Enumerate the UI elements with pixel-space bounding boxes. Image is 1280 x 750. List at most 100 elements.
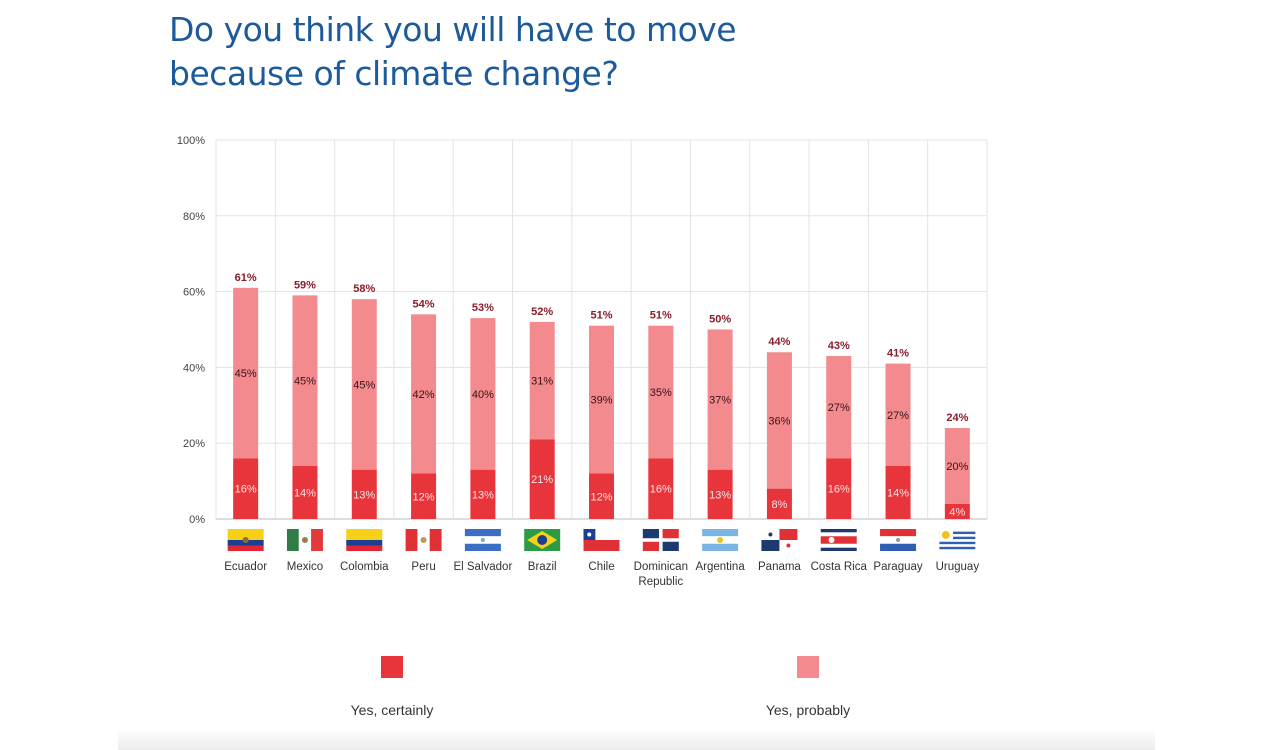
x-tick-label: Dominican (634, 561, 688, 573)
legend-item-probably: Yes, probably (728, 656, 888, 718)
probably-label: 27% (828, 402, 850, 414)
probably-label: 36% (768, 415, 790, 427)
bar-segment-probably (707, 329, 733, 470)
probably-label: 42% (413, 389, 435, 401)
certainly-label: 13% (709, 489, 731, 501)
certainly-label: 14% (294, 487, 316, 499)
total-label: 58% (353, 283, 375, 295)
probably-label: 35% (650, 387, 672, 399)
el-salvador-flag (464, 529, 501, 551)
bar-segment-probably (411, 314, 437, 474)
x-tick-label: Uruguay (936, 561, 980, 573)
bar-segment-certainly (233, 458, 259, 519)
bar-segment-probably (233, 287, 259, 459)
total-label: 41% (887, 348, 909, 360)
colombia-flag (346, 529, 383, 551)
uruguay-flag (939, 529, 976, 551)
stacked-bar-chart: 0% 20% 40% 60% 80% 100% 61% 45% 16% Ecuador 59% 45%… (177, 135, 988, 588)
total-label: 44% (768, 336, 790, 348)
certainly-label: 4% (949, 506, 965, 518)
bar-segment-certainly (826, 458, 852, 519)
bar-segment-probably (826, 356, 852, 459)
bar-segment-probably (292, 295, 318, 466)
dominican-republic-flag (642, 529, 679, 551)
total-label: 61% (235, 272, 257, 284)
ecuador-flag (227, 529, 264, 551)
paraguay-flag (880, 529, 917, 551)
costa-rica-flag (820, 529, 857, 551)
certainly-label: 16% (650, 484, 672, 496)
y-tick-label: 0% (189, 514, 205, 526)
bottom-band (118, 728, 1155, 750)
total-label: 43% (828, 340, 850, 352)
bar-segment-certainly (470, 469, 496, 519)
bar-segment-certainly (589, 473, 614, 519)
x-tick-label: Brazil (528, 561, 557, 573)
bar-segment-probably (529, 321, 555, 440)
total-label: 51% (650, 310, 672, 322)
x-tick-label: Paraguay (873, 561, 922, 573)
probably-label: 27% (887, 410, 909, 422)
bar-segment-probably (589, 325, 614, 474)
bar-segment-certainly (885, 465, 911, 519)
x-tick-label: El Salvador (453, 561, 512, 573)
peru-flag (405, 529, 442, 551)
x-tick-label: Ecuador (224, 561, 267, 573)
x-tick-label: Chile (588, 561, 614, 573)
bar-segment-probably (470, 318, 496, 470)
probably-label: 45% (294, 376, 316, 388)
argentina-flag (702, 529, 739, 551)
bar-segment-certainly (707, 469, 733, 519)
certainly-label: 13% (353, 489, 375, 501)
bar-segment-certainly (351, 469, 377, 519)
total-label: 54% (413, 298, 435, 310)
y-tick-label: 80% (183, 211, 205, 223)
certainly-label: 16% (235, 484, 257, 496)
bar-segment-certainly (529, 439, 555, 519)
certainly-label: 12% (413, 491, 435, 503)
panama-flag (761, 529, 798, 551)
certainly-label: 21% (531, 474, 553, 486)
total-label: 59% (294, 279, 316, 291)
chile-flag (583, 529, 620, 551)
probably-label: 45% (235, 368, 257, 380)
bar-segment-probably (944, 428, 970, 504)
total-label: 24% (946, 412, 968, 424)
certainly-label: 16% (828, 484, 850, 496)
certainly-label: 8% (771, 499, 787, 511)
mexico-flag (286, 529, 323, 551)
bar-segment-probably (648, 325, 674, 459)
x-tick-label: Peru (411, 561, 435, 573)
y-tick-label: 60% (183, 287, 205, 299)
x-tick-label: Mexico (287, 561, 323, 573)
legend-swatch-probably (797, 656, 819, 678)
x-tick-label: Costa Rica (811, 561, 868, 573)
legend-label-certainly: Yes, certainly (350, 702, 434, 718)
bar-segment-probably (885, 363, 911, 466)
legend-item-certainly: Yes, certainly (312, 656, 472, 718)
bar-segment-probably (351, 299, 377, 470)
total-label: 50% (709, 314, 731, 326)
bar-segment-certainly (766, 488, 792, 519)
certainly-label: 12% (590, 491, 612, 503)
bar-segment-certainly (944, 503, 970, 519)
probably-label: 40% (472, 389, 494, 401)
x-tick-label: Argentina (695, 561, 745, 573)
bar-segment-probably (766, 352, 792, 489)
legend-label-probably: Yes, probably (765, 702, 851, 718)
total-label: 52% (531, 306, 553, 318)
x-tick-label: Republic (638, 576, 683, 588)
y-tick-label: 20% (183, 438, 205, 450)
brazil-flag (524, 529, 561, 551)
total-label: 51% (590, 310, 612, 322)
certainly-label: 14% (887, 487, 909, 499)
bar-segment-certainly (292, 465, 318, 519)
x-tick-label: Colombia (340, 561, 389, 573)
certainly-label: 13% (472, 489, 494, 501)
probably-label: 37% (709, 395, 731, 407)
y-tick-label: 40% (183, 362, 205, 374)
bar-segment-certainly (648, 458, 674, 519)
probably-label: 39% (590, 395, 612, 407)
total-label: 53% (472, 302, 494, 314)
x-tick-label: Panama (758, 561, 801, 573)
